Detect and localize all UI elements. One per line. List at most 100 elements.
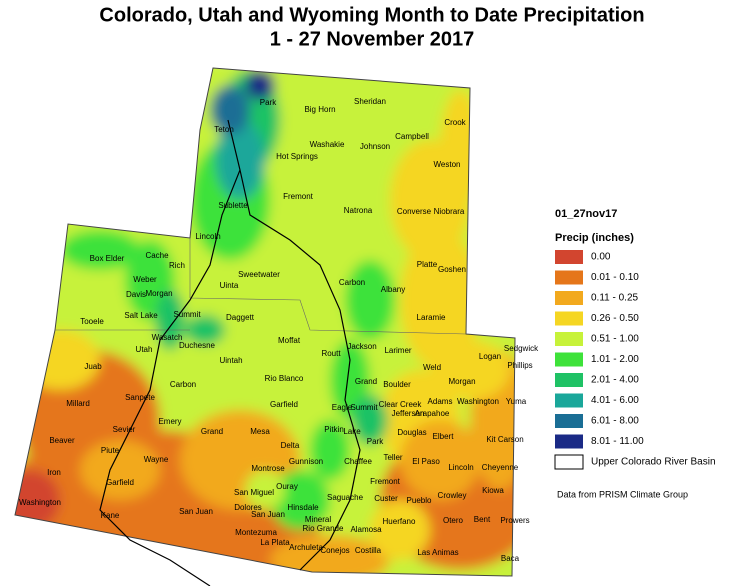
county-label: Weber <box>133 275 157 284</box>
county-label: Lake <box>343 427 361 436</box>
legend-label: 8.01 - 11.00 <box>591 436 644 447</box>
legend-swatch <box>555 414 583 428</box>
county-label: Eagle <box>332 403 353 412</box>
county-label: Pueblo <box>407 496 432 505</box>
county-label: Lincoln <box>448 463 473 472</box>
county-label: Larimer <box>384 346 411 355</box>
county-label: Sanpete <box>125 393 155 402</box>
county-label: Sweetwater <box>238 270 280 279</box>
county-label: Cache <box>145 251 169 260</box>
county-label: Moffat <box>278 336 301 345</box>
legend-label: 0.01 - 0.10 <box>591 272 639 283</box>
county-label: Douglas <box>397 428 426 437</box>
precip-zone <box>345 260 395 340</box>
county-label: Summit <box>173 310 201 319</box>
legend-swatch <box>555 434 583 449</box>
county-label: Delta <box>281 441 300 450</box>
county-label: Gunnison <box>289 457 323 466</box>
county-label: Bent <box>474 515 491 524</box>
precip-zone <box>185 315 225 345</box>
county-label: Park <box>367 437 384 446</box>
county-label: Uinta <box>220 281 239 290</box>
county-label: La Plata <box>260 538 290 547</box>
county-label: Elbert <box>433 432 455 441</box>
precip-zone <box>352 395 388 445</box>
county-label: Huerfano <box>383 517 416 526</box>
county-label: Conejos <box>320 546 349 555</box>
county-label: Jackson <box>347 342 376 351</box>
legend: 01_27nov17 Precip (inches) 0.00 0.01 - 0.… <box>554 208 716 470</box>
county-label: Custer <box>374 494 398 503</box>
county-label: Washington <box>457 397 499 406</box>
county-label: Dolores <box>234 503 262 512</box>
county-label: Costilla <box>355 546 382 555</box>
county-label: Sublette <box>218 201 248 210</box>
county-label: Juab <box>84 362 102 371</box>
county-label: Washakie <box>310 140 345 149</box>
county-label: Jefferson <box>392 409 425 418</box>
precip-zone <box>245 70 275 100</box>
county-label: Teller <box>383 453 402 462</box>
county-label: Sheridan <box>354 97 386 106</box>
county-label: Clear Creek <box>379 400 423 409</box>
county-label: Box Elder <box>90 254 125 263</box>
county-label: Kiowa <box>482 486 504 495</box>
county-label: Davis <box>126 290 146 299</box>
precip-zone <box>155 290 185 350</box>
legend-label: 0.51 - 1.00 <box>591 334 639 345</box>
county-label: Sevier <box>113 425 136 434</box>
legend-title: 01_27nov17 <box>555 208 617 220</box>
legend-swatch <box>555 270 583 285</box>
county-label: Archuleta <box>289 543 323 552</box>
county-label: Uintah <box>219 356 242 365</box>
county-label: Morgan <box>145 289 172 298</box>
legend-swatch <box>554 454 584 470</box>
county-label: Alamosa <box>350 525 382 534</box>
legend-label: 4.01 - 6.00 <box>591 395 639 406</box>
county-label: Arapahoe <box>415 409 450 418</box>
county-label: Carbon <box>170 380 196 389</box>
county-label: Grand <box>201 427 223 436</box>
precip-zone <box>245 470 285 510</box>
county-label: Weld <box>423 363 441 372</box>
county-label: Goshen <box>438 265 466 274</box>
map-title: Colorado, Utah and Wyoming Month to Date… <box>99 4 644 26</box>
county-label: Fremont <box>283 192 314 201</box>
precip-zone <box>280 140 380 220</box>
legend-label: 0.11 - 0.25 <box>591 293 639 304</box>
county-label: Rich <box>169 261 185 270</box>
county-label: Millard <box>66 399 90 408</box>
county-label: Washington <box>19 498 61 507</box>
precip-zone <box>440 90 480 210</box>
county-label: Lincoln <box>195 232 220 241</box>
county-label: Weston <box>434 160 461 169</box>
county-label: Wayne <box>144 455 169 464</box>
county-label: Daggett <box>226 313 255 322</box>
county-label: Adams <box>428 397 453 406</box>
county-label: Prowers <box>500 516 529 525</box>
county-label: Hinsdale <box>287 503 319 512</box>
county-label: Salt Lake <box>124 311 158 320</box>
county-label: Routt <box>321 349 341 358</box>
legend-swatch <box>555 352 583 367</box>
county-label: El Paso <box>412 457 440 466</box>
legend-label: 0.00 <box>591 252 611 263</box>
precip-zone <box>15 470 60 530</box>
legend-swatch <box>555 393 583 408</box>
county-label: Logan <box>479 352 501 361</box>
county-label: San Miguel <box>234 488 274 497</box>
precip-zone <box>400 230 480 370</box>
legend-label: 1.01 - 2.00 <box>591 354 639 365</box>
county-label: Morgan <box>448 377 475 386</box>
county-label: Crook <box>444 118 466 127</box>
county-label: Boulder <box>383 380 411 389</box>
precip-zone <box>215 120 265 200</box>
county-label: Fremont <box>370 477 401 486</box>
county-label: Platte <box>417 260 438 269</box>
county-label: Beaver <box>49 436 75 445</box>
county-label: Utah <box>136 345 153 354</box>
precip-zone <box>400 420 480 500</box>
county-label: Sedgwick <box>504 344 539 353</box>
county-label: Park <box>260 98 277 107</box>
basin-outline <box>99 119 361 586</box>
